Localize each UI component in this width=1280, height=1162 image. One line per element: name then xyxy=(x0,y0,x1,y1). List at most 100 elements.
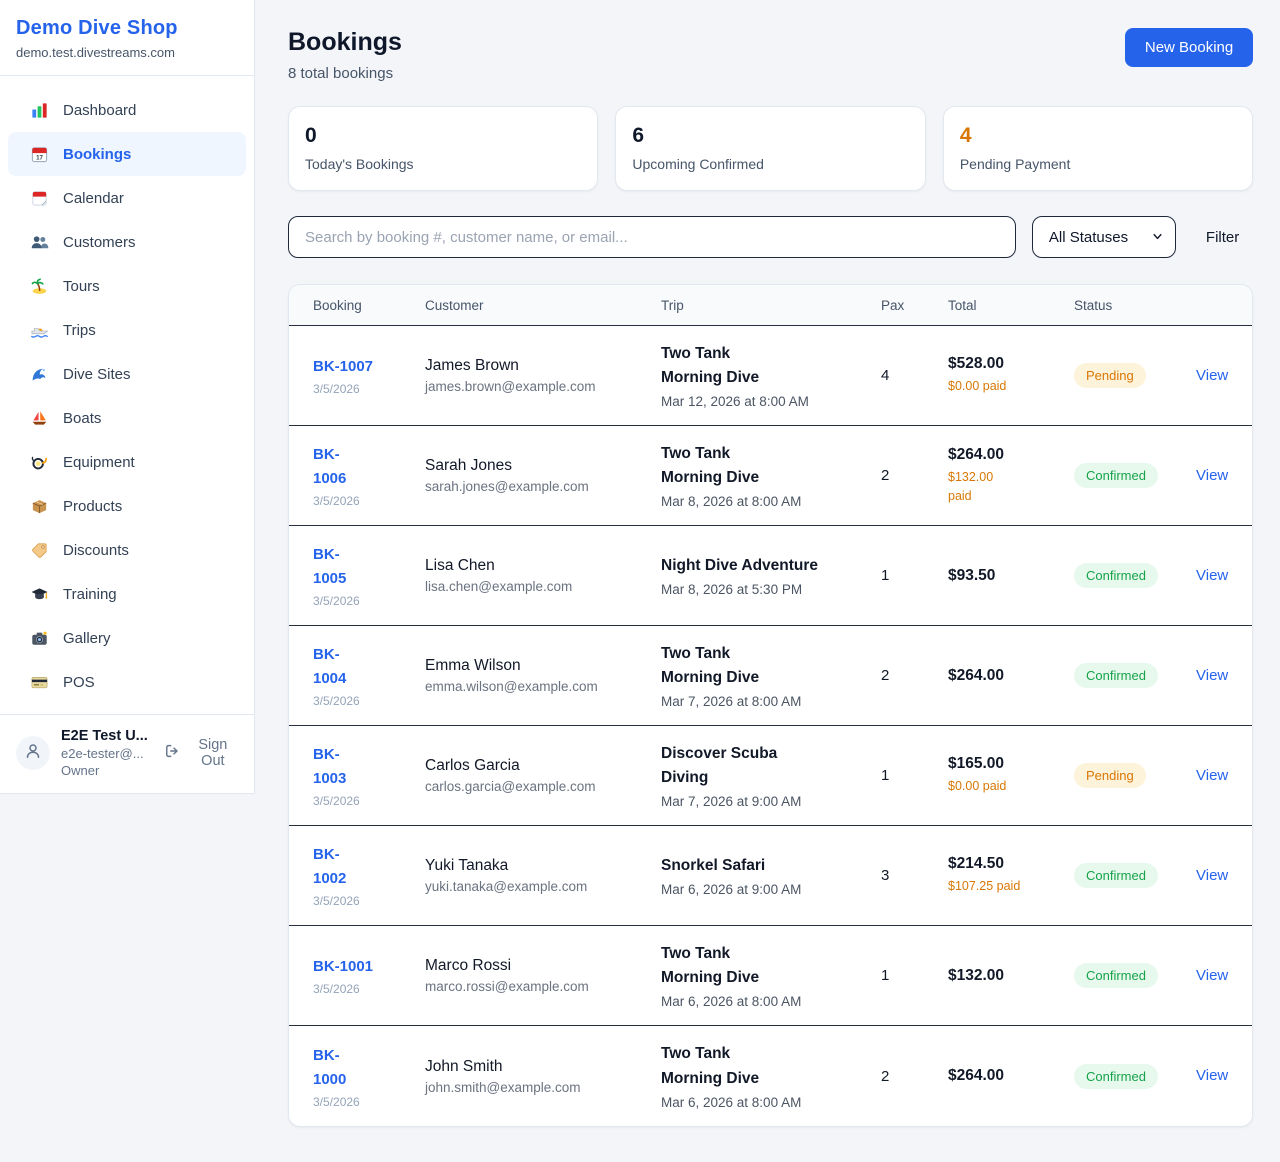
sidebar-item-customers[interactable]: Customers xyxy=(8,220,246,264)
main-content: Bookings 8 total bookings New Booking 0 T… xyxy=(255,0,1280,1159)
view-link[interactable]: View xyxy=(1196,866,1229,884)
booking-link[interactable]: BK-1001 xyxy=(313,958,374,975)
column-header-status: Status xyxy=(1074,297,1113,313)
action-cell: View xyxy=(1196,867,1228,885)
sidebar-item-pos[interactable]: POS xyxy=(8,660,246,704)
trip-time: Mar 6, 2026 at 8:00 AM xyxy=(661,994,802,1010)
sidebar-item-tours[interactable]: Tours xyxy=(8,264,246,308)
sidebar-item-equipment[interactable]: Equipment xyxy=(8,440,246,484)
sidebar-item-label: Products xyxy=(63,497,123,515)
page-header: Bookings 8 total bookings New Booking xyxy=(288,28,1254,82)
trip-name: Snorkel Safari xyxy=(661,856,766,874)
filter-button[interactable]: Filter xyxy=(1192,221,1253,254)
page-subtitle: 8 total bookings xyxy=(288,65,394,82)
sidebar-item-bookings[interactable]: 17 Bookings xyxy=(8,132,246,176)
trip-name: Night Dive Adventure xyxy=(661,556,819,574)
status-filter-wrap: All Statuses xyxy=(1031,216,1176,258)
view-link[interactable]: View xyxy=(1196,366,1229,384)
products-icon xyxy=(30,497,49,516)
sidebar-item-label: Trips xyxy=(63,321,96,339)
trip-cell: Two Tank Morning Dive Mar 6, 2026 at 8:00… xyxy=(661,942,881,1009)
sidebar-item-boats[interactable]: Boats xyxy=(8,396,246,440)
sidebar-item-calendar[interactable]: Calendar xyxy=(8,176,246,220)
booking-link[interactable]: BK-1003 xyxy=(313,746,347,787)
status-cell: Pending xyxy=(1074,363,1196,388)
sidebar-item-gallery[interactable]: Gallery xyxy=(8,616,246,660)
booking-link[interactable]: BK-1006 xyxy=(313,446,347,487)
stat-label: Today's Bookings xyxy=(305,156,414,172)
view-link[interactable]: View xyxy=(1196,466,1229,484)
calendar-icon xyxy=(30,189,49,208)
total-value: $528.00 xyxy=(948,355,1005,373)
booking-link[interactable]: BK-1000 xyxy=(313,1046,347,1088)
table-body: BK-1007 3/5/2026 James Brown james.brown@ex… xyxy=(289,326,1253,1126)
customers-icon xyxy=(30,233,49,252)
sidebar-item-dashboard[interactable]: Dashboard xyxy=(8,88,246,132)
trip-name: Two Tank Morning Dive xyxy=(661,344,760,386)
search-input[interactable] xyxy=(288,216,1016,258)
customer-cell: Sarah Jones sarah.jones@example.com xyxy=(425,457,661,494)
pax-value: 2 xyxy=(881,1067,890,1085)
sidebar-item-training[interactable]: Training xyxy=(8,572,246,616)
status-cell: Confirmed xyxy=(1074,863,1196,888)
trip-name: Two Tank Morning Dive xyxy=(661,1045,760,1087)
pax-value: 2 xyxy=(881,467,890,484)
booking-cell: BK-1006 3/5/2026 xyxy=(313,443,425,508)
stat-value: 6 xyxy=(632,124,645,147)
status-badge: Pending xyxy=(1074,363,1146,388)
new-booking-button[interactable]: New Booking xyxy=(1124,28,1254,67)
sidebar-item-label: Gallery xyxy=(63,629,111,647)
total-value: $264.00 xyxy=(948,446,1005,464)
trip-time: Mar 7, 2026 at 8:00 AM xyxy=(661,694,802,710)
view-link[interactable]: View xyxy=(1196,666,1229,684)
pax-value: 1 xyxy=(881,967,890,984)
sidebar-item-label: Dashboard xyxy=(63,101,137,119)
booking-cell: BK-1000 3/5/2026 xyxy=(313,1044,425,1109)
sidebar-item-label: Equipment xyxy=(63,453,135,471)
customer-name: Marco Rossi xyxy=(425,957,512,974)
status-badge: Confirmed xyxy=(1074,863,1158,888)
sign-out-icon xyxy=(163,742,181,764)
booking-link[interactable]: BK-1007 xyxy=(313,358,374,375)
view-link[interactable]: View xyxy=(1196,766,1229,784)
booking-date: 3/5/2026 xyxy=(313,382,360,396)
sign-out-label: Sign Out xyxy=(198,737,228,769)
tours-icon xyxy=(30,277,49,296)
paid-value: $0.00 paid xyxy=(948,779,1007,794)
booking-link[interactable]: BK-1004 xyxy=(313,646,347,687)
stats-row: 0 Today's Bookings 6 Upcoming Confirmed 4 Pen… xyxy=(288,106,1254,191)
sidebar-item-products[interactable]: Products xyxy=(8,484,246,528)
sidebar-item-discounts[interactable]: Discounts xyxy=(8,528,246,572)
table-row: BK-1007 3/5/2026 James Brown james.brown@ex… xyxy=(289,326,1253,426)
booking-cell: BK-1002 3/5/2026 xyxy=(313,843,425,908)
total-value: $93.50 xyxy=(948,566,996,584)
status-filter-select[interactable]: All Statuses xyxy=(1031,216,1176,258)
booking-cell: BK-1003 3/5/2026 xyxy=(313,743,425,808)
customer-email: lisa.chen@example.com xyxy=(425,579,573,594)
booking-link[interactable]: BK-1002 xyxy=(313,846,347,887)
action-cell: View xyxy=(1196,967,1228,985)
view-link[interactable]: View xyxy=(1196,566,1229,584)
status-cell: Confirmed xyxy=(1074,1063,1196,1089)
column-header-trip: Trip xyxy=(661,297,684,313)
sidebar-item-label: POS xyxy=(63,673,95,691)
sign-out-button[interactable]: Sign Out xyxy=(163,737,238,769)
action-cell: View xyxy=(1196,667,1228,685)
customer-name: Yuki Tanaka xyxy=(425,857,509,874)
booking-link[interactable]: BK-1005 xyxy=(313,546,347,587)
sidebar-item-trips[interactable]: Trips xyxy=(8,308,246,352)
trip-cell: Two Tank Morning Dive Mar 7, 2026 at 8:00… xyxy=(661,642,881,709)
booking-cell: BK-1005 3/5/2026 xyxy=(313,543,425,608)
pax-value: 4 xyxy=(881,367,890,384)
booking-cell: BK-1001 3/5/2026 xyxy=(313,955,425,996)
view-link[interactable]: View xyxy=(1196,1067,1229,1084)
view-link[interactable]: View xyxy=(1196,966,1229,984)
page-title: Bookings xyxy=(288,28,402,56)
total-value: $264.00 xyxy=(948,666,1005,684)
trip-time: Mar 12, 2026 at 8:00 AM xyxy=(661,394,809,410)
booking-date: 3/5/2026 xyxy=(313,494,360,508)
column-header-pax: Pax xyxy=(881,297,905,313)
sidebar-item-label: Discounts xyxy=(63,541,129,559)
sidebar-item-dive-sites[interactable]: Dive Sites xyxy=(8,352,246,396)
booking-date: 3/5/2026 xyxy=(313,594,360,608)
